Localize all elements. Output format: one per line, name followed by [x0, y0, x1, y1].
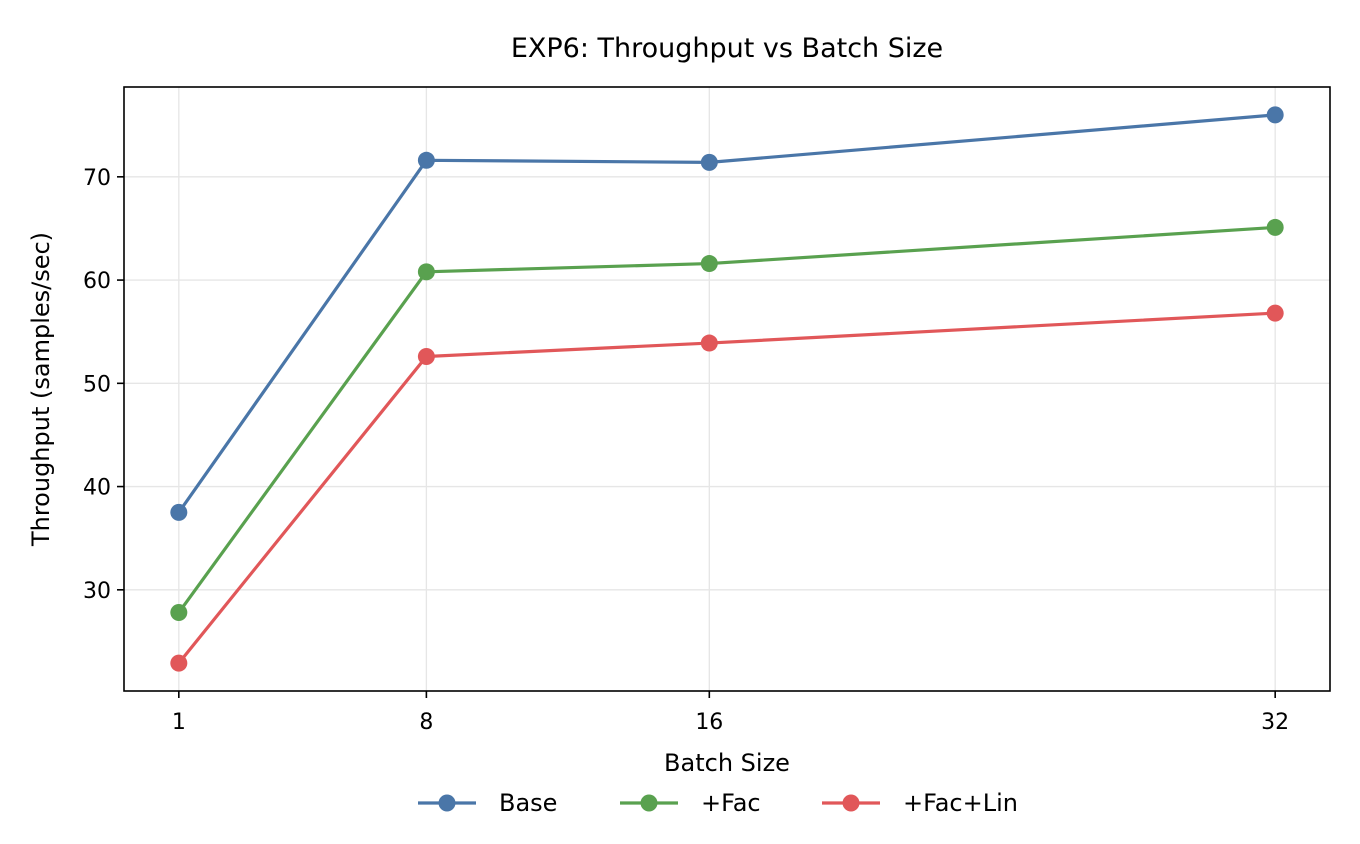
data-point	[417, 263, 435, 281]
legend-label: +Fac	[701, 789, 761, 817]
data-point	[1266, 218, 1284, 236]
x-tick-label: 8	[419, 710, 433, 735]
legend-item: +Fac+Lin	[822, 789, 1018, 817]
data-point	[170, 604, 188, 622]
x-tick-label: 16	[695, 710, 723, 735]
data-point	[700, 255, 718, 273]
series-line	[177, 225, 1276, 614]
legend-item: Base	[418, 789, 557, 817]
data-point	[417, 151, 435, 169]
data-point	[1266, 106, 1284, 124]
legend-marker	[640, 794, 658, 812]
data-point	[1266, 304, 1284, 322]
series-line	[177, 311, 1276, 665]
series-line	[177, 113, 1276, 514]
y-tick-label: 60	[83, 269, 111, 294]
y-tick-label: 50	[83, 372, 111, 397]
axis-ticks: 1 8 16 32 30 40 50 60 70	[83, 166, 1289, 735]
legend: Base +Fac +Fac+Lin	[418, 789, 1018, 817]
data-point	[170, 503, 188, 521]
series-base	[170, 106, 1284, 521]
plot-area-frame	[123, 86, 1331, 692]
legend-marker	[842, 794, 860, 812]
y-tick-label: 70	[83, 166, 111, 191]
series-fac-lin	[170, 304, 1284, 672]
legend-label: Base	[499, 789, 557, 817]
y-tick-label: 40	[83, 476, 111, 501]
data-point	[700, 153, 718, 171]
legend-label: +Fac+Lin	[903, 789, 1018, 817]
y-tick-label: 30	[83, 579, 111, 604]
legend-item: +Fac	[620, 789, 761, 817]
y-axis-label: Throughput (samples/sec)	[27, 232, 55, 547]
grid-lines	[124, 87, 1330, 691]
series-group	[170, 106, 1284, 672]
data-point	[700, 334, 718, 352]
series-fac	[170, 218, 1284, 622]
legend-marker	[438, 794, 456, 812]
chart-title: EXP6: Throughput vs Batch Size	[511, 33, 943, 64]
data-point	[417, 347, 435, 365]
x-axis-label: Batch Size	[664, 749, 790, 777]
x-tick-label: 1	[172, 710, 186, 735]
data-point	[170, 654, 188, 672]
x-tick-label: 32	[1261, 710, 1289, 735]
